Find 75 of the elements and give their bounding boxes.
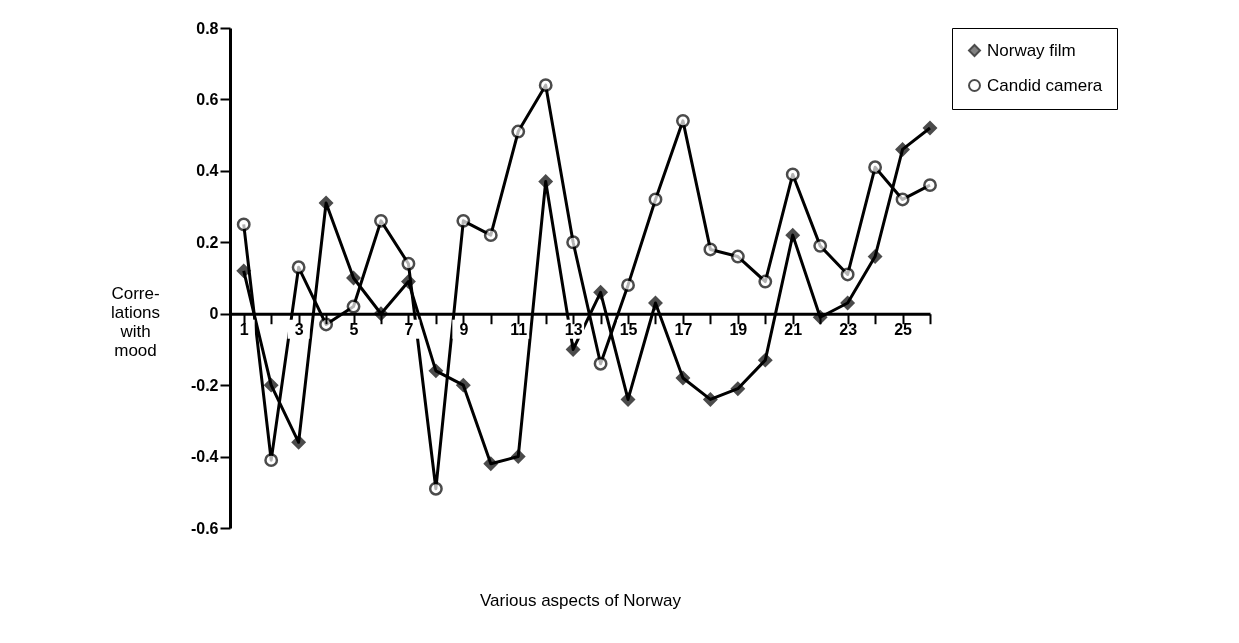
point (923, 178, 937, 193)
x-tick-label: 5 (349, 321, 359, 339)
point (730, 249, 745, 264)
point (758, 353, 773, 368)
x-tick-label: 11 (510, 321, 528, 339)
point (236, 263, 251, 278)
x-tick-label: 13 (564, 321, 583, 339)
point (785, 228, 800, 243)
point (868, 249, 883, 264)
point (923, 121, 937, 135)
legend-label: Norway film (987, 40, 1076, 60)
point (483, 456, 498, 471)
x-tick-label: 19 (729, 321, 748, 339)
y-tick-label: -0.2 (190, 376, 219, 394)
point (538, 78, 553, 93)
point (566, 235, 581, 250)
point (346, 271, 361, 285)
y-tick-label: 0.8 (196, 19, 219, 37)
point (593, 285, 608, 300)
point (456, 378, 471, 393)
point (374, 213, 388, 228)
x-tick-label: 7 (404, 321, 414, 339)
x-tick-label: 3 (294, 321, 304, 339)
point (813, 238, 828, 253)
point (428, 481, 443, 496)
point (703, 392, 718, 407)
point (264, 378, 279, 393)
y-tick-label: 0.6 (196, 90, 219, 108)
point (264, 453, 279, 468)
point (401, 256, 416, 271)
point (511, 449, 526, 464)
point (483, 228, 498, 243)
point (593, 356, 608, 371)
point (401, 274, 416, 289)
legend-label: Candid camera (987, 75, 1103, 95)
point (291, 260, 306, 275)
point (428, 363, 443, 378)
y-tick-label: 0.2 (196, 233, 219, 251)
point (675, 371, 690, 385)
point (840, 267, 855, 282)
point (456, 213, 471, 228)
point (621, 278, 635, 293)
x-tick-label: 1 (239, 321, 249, 339)
y-tick-label: 0.4 (196, 162, 219, 180)
point (840, 296, 855, 310)
y-tick-label: -0.4 (190, 448, 219, 466)
point (319, 196, 334, 210)
point (675, 113, 690, 128)
point (758, 274, 773, 289)
point (868, 160, 883, 175)
point (648, 296, 663, 310)
x-tick-label: 9 (459, 321, 469, 339)
point (730, 381, 745, 396)
point (511, 124, 526, 139)
point (895, 192, 910, 207)
point (538, 174, 553, 189)
point (895, 142, 910, 157)
x-tick-label: 25 (894, 321, 913, 339)
point (703, 242, 718, 257)
x-tick-label: 23 (839, 321, 858, 339)
y-tick-label: -0.6 (190, 519, 219, 537)
point (621, 392, 635, 407)
x-tick-label: 15 (619, 321, 638, 339)
point (236, 217, 251, 232)
point (291, 435, 306, 450)
point (566, 342, 581, 357)
point (346, 299, 361, 314)
point (785, 167, 800, 182)
y-axis-title: Corre- lations with mood (110, 284, 161, 361)
y-tick-label: 0 (209, 305, 219, 323)
x-axis-title: Various aspects of Norway (480, 590, 682, 610)
point (319, 317, 334, 332)
x-tick-label: 17 (674, 321, 693, 339)
x-tick-label: 21 (784, 321, 803, 339)
point (648, 192, 663, 207)
